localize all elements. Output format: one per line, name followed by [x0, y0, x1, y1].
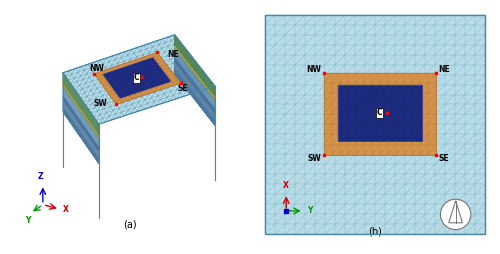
Polygon shape — [174, 46, 215, 100]
Polygon shape — [174, 49, 215, 110]
Text: NW: NW — [89, 64, 104, 73]
Text: (b): (b) — [368, 227, 382, 237]
Polygon shape — [94, 52, 180, 104]
Polygon shape — [103, 58, 170, 98]
Polygon shape — [449, 201, 462, 223]
Polygon shape — [63, 84, 98, 138]
Circle shape — [440, 199, 471, 230]
Polygon shape — [63, 73, 98, 135]
Polygon shape — [174, 70, 215, 125]
Polygon shape — [174, 58, 215, 113]
Polygon shape — [265, 15, 485, 234]
Text: X: X — [284, 181, 289, 190]
Text: (a): (a) — [123, 219, 137, 229]
Polygon shape — [174, 62, 215, 121]
Text: Z: Z — [38, 172, 44, 181]
Polygon shape — [63, 107, 98, 164]
Text: SE: SE — [178, 84, 188, 93]
Text: NE: NE — [167, 50, 178, 59]
Polygon shape — [63, 35, 215, 124]
Text: Y: Y — [307, 207, 312, 215]
Polygon shape — [324, 73, 436, 155]
Text: Y: Y — [25, 216, 30, 225]
Polygon shape — [338, 85, 421, 141]
Text: NW: NW — [306, 65, 322, 74]
Text: SE: SE — [438, 154, 448, 163]
Polygon shape — [63, 100, 98, 159]
Polygon shape — [174, 35, 215, 98]
Polygon shape — [63, 87, 98, 148]
Text: NE: NE — [438, 65, 450, 74]
Polygon shape — [63, 96, 98, 151]
Text: C: C — [377, 108, 382, 117]
Text: SW: SW — [308, 154, 322, 163]
Text: C: C — [134, 73, 140, 82]
Text: X: X — [63, 205, 69, 214]
Text: SW: SW — [94, 99, 108, 108]
